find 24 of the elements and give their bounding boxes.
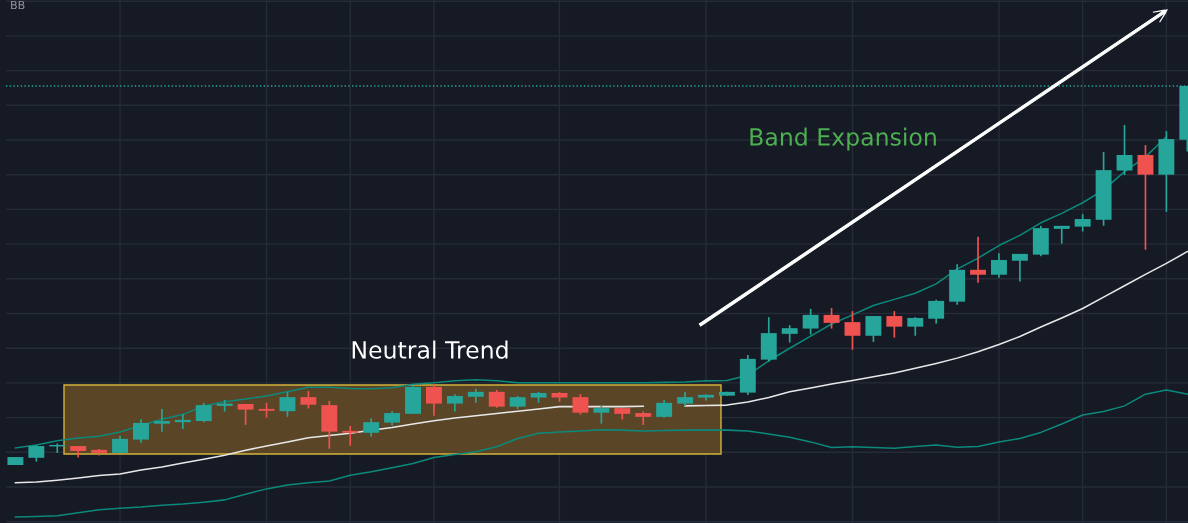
candlestick xyxy=(1137,144,1154,251)
candlestick xyxy=(1011,253,1028,283)
candlestick xyxy=(153,408,170,433)
candlestick xyxy=(907,316,924,337)
candlestick xyxy=(886,310,903,339)
candlestick xyxy=(195,402,212,424)
candlestick xyxy=(823,307,840,330)
candlestick xyxy=(133,418,149,444)
annotation: Neutral Trend xyxy=(352,340,508,359)
annotation: Band Expansion xyxy=(750,127,936,151)
candlestick xyxy=(342,425,359,447)
candlestick xyxy=(970,236,986,284)
candlestick xyxy=(802,308,819,336)
candlestick xyxy=(363,417,380,438)
candlestick xyxy=(928,298,945,325)
candlestick xyxy=(844,310,861,351)
candlestick xyxy=(1116,124,1133,176)
candlestick xyxy=(426,383,442,417)
candlestick xyxy=(991,252,1007,279)
candlestick xyxy=(279,391,296,418)
candlestick xyxy=(572,393,589,416)
candlestick xyxy=(1053,225,1070,245)
candlestick xyxy=(865,315,882,343)
text: BB xyxy=(11,0,25,10)
